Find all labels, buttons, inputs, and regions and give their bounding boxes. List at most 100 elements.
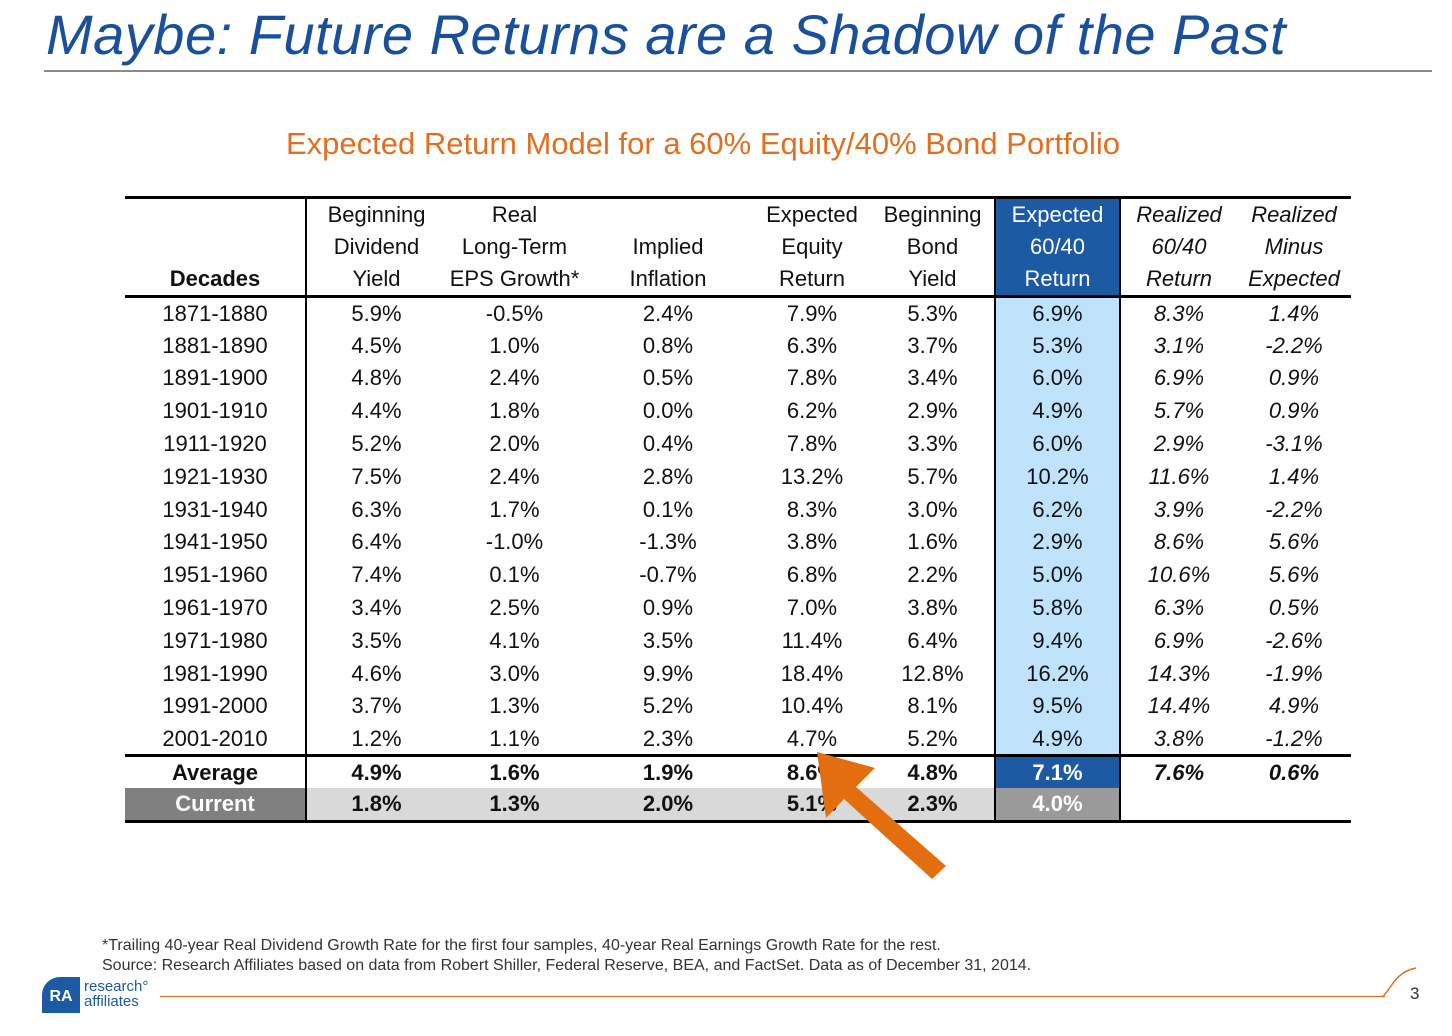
value-cell: 5.7% xyxy=(871,460,996,494)
value-cell: 6.4% xyxy=(351,529,402,555)
table-row: 2001-2010 1.2% 1.1% 2.3% 4.7% 5.2% 4.9% 3.8% -1.… xyxy=(125,722,1351,756)
value-cell: 13.2% xyxy=(780,463,844,489)
research-affiliates-logo: RA research° affiliates xyxy=(42,975,160,1015)
value-cell: 1.6% xyxy=(871,526,996,559)
header-cell-eps-growth: EPS Growth* xyxy=(446,263,583,298)
value-cell: 3.8% xyxy=(1153,725,1205,751)
table-row: 1881-1890 4.5% 1.0% 0.8% 6.3% 3.7% 5.3% 3.1% -2.… xyxy=(125,329,1351,363)
expected-return-table: Beginning Real Expected Beginning Expected Re… xyxy=(125,196,1351,823)
header-cell-expected-return: Return xyxy=(995,263,1121,298)
value-cell: -0.5% xyxy=(485,300,544,326)
value-cell: 7.0% xyxy=(786,595,838,621)
value-cell: -1.0% xyxy=(485,529,544,555)
header-cell-inflation xyxy=(583,196,753,231)
value-cell: 16.2% xyxy=(995,657,1121,691)
header-cell-dividend-yield: Beginning xyxy=(306,196,446,231)
value-cell: 7.8% xyxy=(786,365,838,391)
value-cell: 0.5% xyxy=(1268,595,1320,621)
value-cell: 0.4% xyxy=(642,431,694,457)
average-cell: 4.8% xyxy=(871,754,996,789)
decade-cell: 1891-1900 xyxy=(125,362,307,395)
current-cell: 2.0% xyxy=(583,788,753,823)
value-cell: -3.1% xyxy=(1265,431,1323,457)
value-cell: 5.3% xyxy=(995,329,1121,363)
header-cell-equity-return: Return xyxy=(753,263,871,298)
value-cell: 6.3% xyxy=(351,496,402,522)
value-cell: 4.4% xyxy=(351,398,402,424)
value-cell: 6.3% xyxy=(1153,595,1205,621)
header-cell-inflation: Inflation xyxy=(583,263,753,298)
value-cell: 0.9% xyxy=(642,595,694,621)
header-cell-eps-growth: Real xyxy=(446,196,583,231)
header-cell-eps-growth: Long-Term xyxy=(461,234,568,259)
decade-cell: 1961-1970 xyxy=(125,591,307,625)
value-cell: 18.4% xyxy=(780,660,844,686)
table-row: 1931-1940 6.3% 1.7% 0.1% 8.3% 3.0% 6.2% 3.9% -2.… xyxy=(125,493,1351,527)
decade-cell: 1991-2000 xyxy=(125,690,307,723)
value-cell: 7.9% xyxy=(786,300,838,326)
value-cell: 3.9% xyxy=(1153,496,1205,522)
table-row: 1921-1930 7.5% 2.4% 2.8% 13.2% 5.7% 10.2% 11.6%… xyxy=(125,460,1351,494)
value-cell: 1.1% xyxy=(489,725,540,751)
logo-text-research: research° xyxy=(84,978,149,995)
value-cell: 1.2% xyxy=(351,725,402,751)
value-cell: 0.1% xyxy=(489,562,540,588)
value-cell: 3.3% xyxy=(871,427,996,461)
value-cell: -0.7% xyxy=(639,562,697,588)
value-cell: 12.8% xyxy=(871,657,996,691)
value-cell: 3.7% xyxy=(351,693,402,719)
average-label: Average xyxy=(125,754,307,789)
average-cell: 1.6% xyxy=(446,754,583,789)
value-cell: 7.5% xyxy=(351,463,402,489)
value-cell: 2.2% xyxy=(871,558,996,592)
value-cell: 4.9% xyxy=(1268,693,1320,719)
current-cell: 1.8% xyxy=(306,788,446,823)
value-cell: -2.2% xyxy=(1265,332,1323,358)
decade-cell: 1881-1890 xyxy=(125,329,307,363)
footnote: *Trailing 40-year Real Dividend Growth R… xyxy=(102,936,1031,975)
decade-cell: 2001-2010 xyxy=(125,722,307,756)
value-cell: 6.9% xyxy=(1153,627,1205,653)
table-row: 1961-1970 3.4% 2.5% 0.9% 7.0% 3.8% 5.8% 6.3% 0.5… xyxy=(125,591,1351,625)
current-cell: 1.3% xyxy=(446,788,583,823)
header-row: Beginning Real Expected Beginning Expected Re… xyxy=(125,196,1351,231)
value-cell: 8.3% xyxy=(786,496,838,522)
value-cell: 3.8% xyxy=(871,591,996,625)
header-cell-equity-return: Equity xyxy=(781,234,843,259)
decade-cell: 1901-1910 xyxy=(125,394,307,428)
value-cell: 6.9% xyxy=(1153,365,1205,391)
value-cell: 5.2% xyxy=(351,431,402,457)
value-cell: -1.9% xyxy=(1265,660,1323,686)
table-row: 1981-1990 4.6% 3.0% 9.9% 18.4% 12.8% 16.2% 14.3… xyxy=(125,657,1351,691)
value-cell: 4.5% xyxy=(351,332,402,358)
value-cell: 2.5% xyxy=(489,595,540,621)
value-cell: 0.1% xyxy=(642,496,694,522)
value-cell: 10.4% xyxy=(780,693,844,719)
value-cell: 3.8% xyxy=(786,529,838,555)
value-cell: 3.7% xyxy=(871,329,996,363)
header-cell-bond-yield: Yield xyxy=(871,263,996,298)
header-cell-realized-return: Return xyxy=(1120,263,1237,298)
header-cell-equity-return: Expected xyxy=(753,196,871,231)
value-cell: 2.9% xyxy=(995,526,1121,559)
value-cell: 1.8% xyxy=(489,398,540,424)
footer-curve-icon xyxy=(1381,967,1417,998)
value-cell: 3.0% xyxy=(871,493,996,527)
current-label: Current xyxy=(125,788,307,823)
table-header: Beginning Real Expected Beginning Expected Re… xyxy=(125,196,1351,298)
value-cell: -2.2% xyxy=(1265,496,1323,522)
average-cell: 0.6% xyxy=(1237,754,1351,789)
value-cell: 10.2% xyxy=(995,460,1121,494)
value-cell: 5.7% xyxy=(1153,398,1205,424)
value-cell: 7.8% xyxy=(786,431,838,457)
value-cell: -2.6% xyxy=(1265,627,1323,653)
value-cell: 3.4% xyxy=(871,362,996,395)
header-cell-realized-minus: Expected xyxy=(1237,263,1351,298)
value-cell: 6.9% xyxy=(995,296,1121,330)
header-cell-dividend-yield: Yield xyxy=(306,263,446,298)
table-row: 1901-1910 4.4% 1.8% 0.0% 6.2% 2.9% 4.9% 5.7% 0.9… xyxy=(125,394,1351,428)
table-row: 1971-1980 3.5% 4.1% 3.5% 11.4% 6.4% 9.4% 6.9% -2… xyxy=(125,624,1351,658)
value-cell: 4.1% xyxy=(489,627,540,653)
header-cell-decades xyxy=(125,230,307,264)
table-title: Expected Return Model for a 60% Equity/4… xyxy=(285,126,1121,161)
